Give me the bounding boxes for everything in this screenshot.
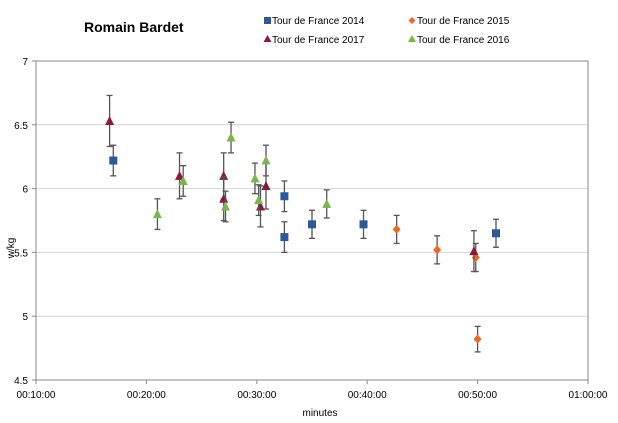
legend: Tour de France 2014 Tour de France 2015 …	[263, 16, 510, 46]
legend-label-2014: Tour de France 2014	[272, 16, 365, 27]
x-tick-label: 00:10:00	[17, 390, 56, 401]
point-2014	[109, 156, 118, 165]
legend-marker-2016	[408, 35, 416, 42]
y-tick-label: 6	[22, 185, 28, 196]
x-tick-label: 00:40:00	[348, 390, 387, 401]
point-2014	[359, 220, 368, 229]
point-2017	[175, 170, 185, 180]
point-2016	[254, 195, 264, 205]
y-axis-label: w/kg	[6, 238, 17, 260]
y-tick-label: 5.5	[14, 248, 28, 259]
x-tick-label: 01:00:00	[569, 390, 608, 401]
point-2016	[221, 201, 231, 211]
legend-label-2016: Tour de France 2016	[417, 35, 510, 46]
point-2017	[261, 181, 271, 191]
legend-item-2014: Tour de France 2014	[264, 16, 365, 27]
point-2014	[308, 220, 316, 229]
legend-item-2017: Tour de France 2017	[263, 35, 365, 46]
x-tick-label: 00:20:00	[127, 390, 166, 401]
legend-marker-2015	[408, 17, 416, 24]
point-2016	[250, 173, 260, 183]
chart-title: Romain Bardet	[84, 19, 184, 35]
point-2015	[392, 224, 401, 234]
point-2016	[322, 198, 332, 208]
y-tick-label: 6.5	[14, 121, 28, 132]
point-2015	[433, 245, 442, 255]
point-2016	[261, 155, 271, 165]
legend-label-2017: Tour de France 2017	[272, 35, 365, 46]
point-2017	[105, 115, 115, 125]
point-2015	[473, 334, 482, 344]
y-tick-label: 4.5	[14, 376, 28, 387]
point-2016	[226, 132, 236, 142]
point-2014	[280, 192, 289, 201]
point-2017	[469, 246, 479, 256]
point-2014	[492, 229, 500, 238]
legend-item-2016: Tour de France 2016	[408, 35, 510, 46]
x-axis-ticks: 00:10:00 00:20:00 00:30:00 00:40:00 00:50:00…	[17, 380, 608, 401]
y-axis-ticks: 4.5 5 5.5 6 6.5 7	[14, 57, 36, 387]
legend-marker-2017	[263, 35, 272, 42]
legend-marker-2014	[264, 17, 271, 24]
y-tick-label: 7	[22, 57, 28, 68]
x-tick-label: 00:50:00	[458, 390, 497, 401]
y-tick-label: 5	[22, 312, 28, 323]
x-axis-label: minutes	[302, 408, 337, 419]
point-2017	[219, 193, 229, 203]
legend-item-2015: Tour de France 2015	[408, 16, 510, 27]
plot-area	[35, 60, 589, 381]
point-2016	[178, 175, 188, 185]
legend-label-2015: Tour de France 2015	[417, 16, 510, 27]
x-tick-label: 00:30:00	[237, 390, 276, 401]
data-marks	[105, 94, 500, 353]
point-2016	[152, 209, 162, 219]
point-2014	[280, 233, 289, 242]
